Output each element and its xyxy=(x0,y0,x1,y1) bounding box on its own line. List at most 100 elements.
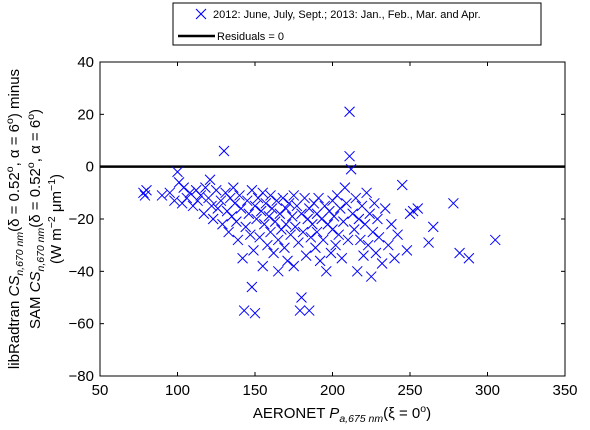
data-point xyxy=(243,208,255,220)
y-label-2d: ) xyxy=(27,109,44,114)
x-tick-label: 300 xyxy=(475,382,500,399)
y-tick-label: −60 xyxy=(69,316,94,333)
data-point xyxy=(361,187,372,199)
data-point xyxy=(305,231,317,243)
data-point xyxy=(169,195,180,207)
data-point xyxy=(231,216,242,227)
y-axis-label-line2: SAM CSn,670 nm(δ = 0.52o, α = 6o) xyxy=(25,109,47,329)
data-point xyxy=(277,192,289,204)
y-label-3b: μm xyxy=(48,191,65,216)
data-point xyxy=(463,252,475,264)
data-point xyxy=(364,208,376,220)
data-points xyxy=(138,106,501,319)
y-label-1-sup2: o xyxy=(4,118,16,124)
data-point xyxy=(368,197,380,209)
data-point xyxy=(282,255,293,267)
data-point xyxy=(293,237,304,248)
data-point xyxy=(210,184,222,196)
x-tick-label: 100 xyxy=(165,382,190,399)
data-point xyxy=(172,166,183,178)
data-point xyxy=(289,221,301,233)
data-point xyxy=(246,281,258,293)
data-point xyxy=(489,234,501,246)
data-point xyxy=(392,229,403,241)
y-label-3-sup2: −1 xyxy=(46,179,58,191)
x-label-sup: o xyxy=(420,403,426,415)
data-point xyxy=(334,203,346,214)
y-label-2-var: CS xyxy=(27,272,44,293)
data-point xyxy=(401,245,413,256)
y-tick-label: −80 xyxy=(69,368,94,385)
data-point xyxy=(269,216,281,227)
data-point xyxy=(347,208,359,220)
data-point xyxy=(350,192,362,204)
data-point xyxy=(379,203,391,214)
data-point xyxy=(204,174,216,186)
data-point xyxy=(248,245,259,256)
data-point xyxy=(223,226,235,238)
data-point xyxy=(286,211,298,222)
data-point xyxy=(280,203,292,214)
data-point xyxy=(272,265,284,277)
y-label-3-sup1: −2 xyxy=(46,216,58,228)
x-label-prefix: AERONET xyxy=(253,405,329,422)
data-point xyxy=(342,234,354,246)
x-label-close: ) xyxy=(426,405,431,422)
data-point xyxy=(386,218,397,230)
data-point xyxy=(299,192,310,204)
data-point xyxy=(311,226,323,238)
data-point xyxy=(215,195,227,207)
data-point xyxy=(207,213,219,225)
data-point xyxy=(297,226,309,238)
x-label-tail: (ξ = 0 xyxy=(383,405,420,422)
data-point xyxy=(232,234,244,246)
legend-label-series: 2012: June, July, Sept.; 2013: Jan., Feb… xyxy=(213,9,481,21)
data-point xyxy=(257,260,269,272)
data-point xyxy=(263,211,275,222)
data-point xyxy=(271,195,283,207)
data-point xyxy=(279,242,290,254)
data-point xyxy=(372,213,383,225)
data-point xyxy=(396,179,408,191)
y-label-1-var: CS xyxy=(6,276,23,297)
data-point xyxy=(370,247,382,259)
data-point xyxy=(448,197,459,209)
data-point xyxy=(164,187,176,199)
legend-label-residuals: Residuals = 0 xyxy=(217,31,284,43)
data-point xyxy=(355,234,366,246)
data-point xyxy=(306,218,318,230)
data-point xyxy=(333,229,345,241)
data-point xyxy=(195,190,207,201)
data-point xyxy=(265,190,276,201)
data-point xyxy=(178,182,190,193)
data-point xyxy=(240,221,252,233)
y-label-2c: , α = 6 xyxy=(27,120,44,162)
data-point xyxy=(200,182,211,193)
x-tick-label: 50 xyxy=(92,382,109,399)
x-tick-label: 250 xyxy=(397,382,422,399)
data-point xyxy=(238,305,250,316)
data-point xyxy=(280,218,292,230)
data-point xyxy=(192,195,204,207)
y-label-1b: (δ = 0.52 xyxy=(6,172,23,232)
data-point xyxy=(320,265,332,277)
data-point xyxy=(337,216,349,227)
data-point xyxy=(249,200,261,212)
data-point xyxy=(212,203,224,214)
data-point xyxy=(365,271,377,282)
data-point xyxy=(348,224,360,235)
y-label-2-sup1: o xyxy=(25,162,37,168)
y-label-2-sup2: o xyxy=(25,114,37,120)
data-point xyxy=(235,203,247,214)
x-axis: 50 100 150 200 250 300 350 xyxy=(92,62,578,399)
data-point xyxy=(412,203,424,214)
data-point xyxy=(328,211,340,222)
data-point xyxy=(257,187,269,199)
y-label-1-sub: n,670 nm xyxy=(14,232,26,276)
legend: 2012: June, July, Sept.; 2013: Jan., Feb… xyxy=(172,2,542,46)
y-axis: −80 −60 −40 −20 0 20 40 xyxy=(69,54,565,385)
data-point xyxy=(317,234,329,246)
data-point xyxy=(206,200,217,212)
x-label-var: P xyxy=(329,405,339,422)
